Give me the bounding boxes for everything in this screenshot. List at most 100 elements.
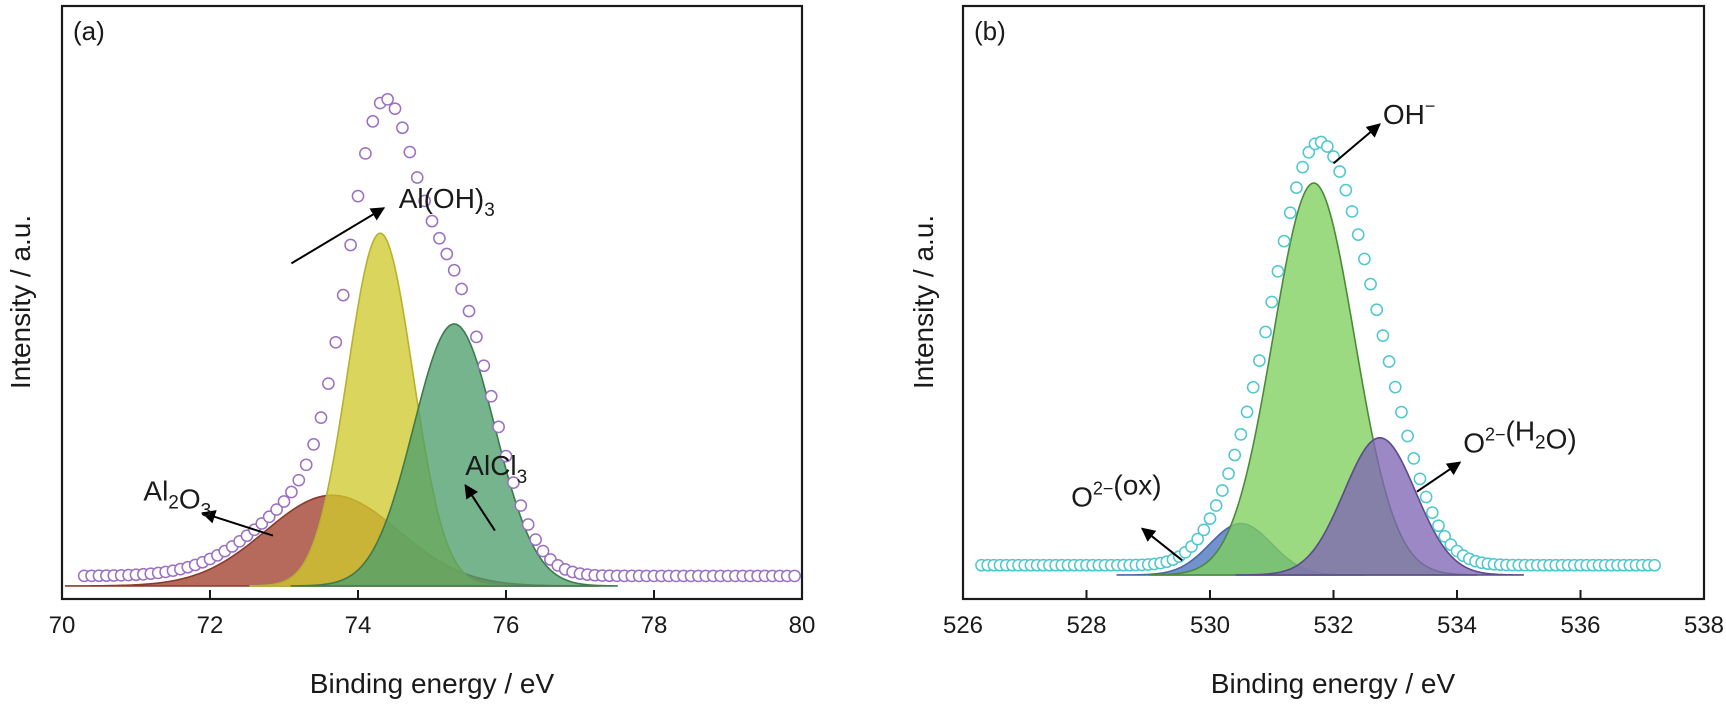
panel-b-envelope-point <box>1296 160 1309 174</box>
panel-a-envelope-point <box>359 147 372 160</box>
panel-a-envelope-point <box>470 330 483 344</box>
panel-a-envelope-point <box>322 377 335 390</box>
panel-a-annotation-arrow <box>464 484 496 532</box>
panel-b-envelope-point <box>1419 490 1433 504</box>
panel-a-y-axis-title: Intensity / a.u. <box>5 215 36 389</box>
panel-b-envelope-point <box>1302 145 1316 159</box>
panel-b-envelope-point <box>1358 252 1371 266</box>
panel-a-annotation-arrow <box>201 510 274 537</box>
panel-b-envelope-point <box>1234 428 1248 441</box>
panel-a-x-axis-title: Binding energy / eV <box>310 668 555 699</box>
panel-a-envelope-point <box>484 389 498 403</box>
panel-b-envelope-point <box>1382 355 1396 368</box>
panel-a-envelope-point <box>292 473 306 487</box>
panel-b-components <box>1116 182 1524 576</box>
panel-b-envelope-point <box>1259 325 1272 339</box>
panel-a-envelope-point <box>447 263 461 277</box>
panel-b-envelope-point <box>1648 558 1661 572</box>
panel-a-envelope-point <box>418 194 431 208</box>
panel-b-annotation-arrow <box>1141 527 1183 562</box>
panel-a-envelope-point <box>477 359 491 373</box>
panel-b-envelope-point <box>1407 452 1421 465</box>
panel-a-annotations: Al(OH)3 AlCl3 Al2O3 <box>143 183 527 537</box>
panel-b-envelope-point <box>1228 448 1242 462</box>
panel-a-envelope-point <box>396 121 409 135</box>
panel-b-x-tick-label: 536 <box>1560 612 1600 639</box>
panel-b-envelope-point <box>1197 523 1211 537</box>
panel-b-envelope-point <box>1351 228 1365 241</box>
panel-a-annotation-alcl3: AlCl3 <box>464 450 527 532</box>
panel-b-envelope-point <box>1240 405 1254 419</box>
panel-b-envelope-point <box>1438 529 1452 543</box>
panel-a-envelope-point <box>299 458 313 472</box>
panel-b-annotation-oh: OH− <box>1332 96 1436 165</box>
panel-a-x-ticks: 70 72 74 76 78 80 <box>49 590 815 639</box>
panel-a-envelope-point <box>262 510 276 524</box>
panel-b-x-tick-label: 538 <box>1684 612 1724 639</box>
panel-b-x-tick-label: 532 <box>1313 612 1353 639</box>
panel-a-envelope-point <box>462 304 476 318</box>
panel-a-components <box>64 232 618 587</box>
panel-a-annotation-alooh3: Al(OH)3 <box>290 183 495 265</box>
panel-a-envelope-point <box>314 411 328 424</box>
panel-b-envelope-point <box>1209 499 1223 512</box>
panel-b-annotation-o2h2o: O2−(H2O) <box>1416 416 1577 493</box>
panel-a-envelope-point <box>285 485 298 499</box>
panel-a-label: (a) <box>73 16 105 46</box>
panel-a-annotation-arrow <box>290 207 386 265</box>
panel-b-envelope-point <box>1216 484 1229 497</box>
panel-a-envelope-point <box>403 145 417 159</box>
panel-a-envelope-point <box>329 335 343 349</box>
panel-b-envelope-point <box>1370 303 1384 317</box>
panel-a-envelope-point <box>344 238 357 252</box>
panel-b-annotation-arrow <box>1332 123 1381 165</box>
panel-a-envelope-point <box>536 544 550 558</box>
panel-b-envelope-point <box>1283 206 1297 220</box>
panel-b-annotations: OH− O2−(H2O) O2−(ox) <box>1071 96 1577 562</box>
panel-a-envelope-point <box>410 171 424 184</box>
panel-a-x-tick-label: 70 <box>49 612 76 639</box>
panel-b-x-tick-label: 534 <box>1437 612 1477 639</box>
panel-b-envelope-point <box>1432 519 1445 533</box>
panel-a-peak-alcl3 <box>290 323 618 587</box>
panel-b-annotation-arrow <box>1416 461 1462 493</box>
panel-a-envelope-point <box>514 499 528 512</box>
panel-a-envelope-point <box>529 533 542 546</box>
panel-b-envelope-point <box>1277 234 1291 248</box>
panel-a-envelope-point <box>307 438 320 451</box>
panel-b-envelope-point <box>1364 277 1377 291</box>
panel-b-x-ticks: 526 528 530 532 534 536 538 <box>943 590 1724 639</box>
panel-a-annotation-label: Al2O3 <box>143 475 211 521</box>
panel-b-envelope-point <box>1401 429 1414 443</box>
panel-b-envelope-point <box>1413 472 1427 486</box>
panel-b-envelope-point <box>1339 183 1353 197</box>
panel-a-envelope-point <box>521 518 535 531</box>
panel-b-x-tick-label: 530 <box>1190 612 1230 639</box>
panel-b-envelope-point <box>1333 165 1347 178</box>
panel-a-envelope-point <box>425 214 439 228</box>
panel-b-annotation-label: O2−(ox) <box>1071 469 1162 512</box>
panel-a-envelope-point <box>277 495 291 508</box>
panel-b-annotation-label: OH− <box>1383 96 1436 130</box>
panel-b-envelope-point <box>1246 380 1260 394</box>
panel-b-x-tick-label: 528 <box>1066 612 1106 639</box>
panel-b: 526 528 530 532 534 536 538 (b) Binding energy… <box>908 4 1724 699</box>
panel-b-envelope-point <box>1345 205 1359 218</box>
panel-a-frame <box>60 4 804 601</box>
panel-b-envelope-point <box>1388 380 1402 394</box>
panel-b-envelope-point <box>1222 467 1235 480</box>
panel-a-envelope-point <box>492 420 505 434</box>
panel-a-envelope-point <box>336 288 350 302</box>
panel-a-envelope-point <box>381 92 394 106</box>
panel-b-envelope-point <box>1290 181 1303 194</box>
panel-a-envelope-point <box>499 449 513 463</box>
panel-b-envelope-point <box>1376 329 1390 342</box>
panel-b-envelope-point <box>1271 264 1285 278</box>
panel-b-envelope-point <box>1191 532 1205 546</box>
panel-a-envelope-point <box>788 569 801 583</box>
panel-a-envelope-point <box>270 503 283 516</box>
panel-a-envelope-point <box>507 476 520 489</box>
panel-b-x-tick-label: 526 <box>943 612 983 639</box>
panel-b-envelope-point <box>1265 295 1279 309</box>
